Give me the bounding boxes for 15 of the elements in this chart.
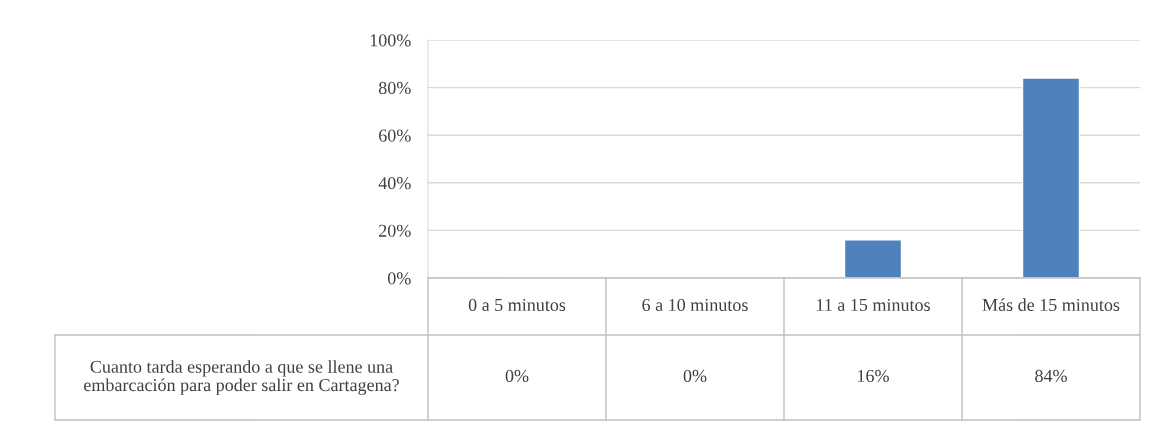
x-tick-label: 11 a 15 minutos xyxy=(817,298,930,312)
data-label: 84% xyxy=(1035,369,1067,383)
y-tick-label: 100% xyxy=(370,34,411,47)
y-tick-label: 20% xyxy=(379,224,411,237)
y-tick-label: 60% xyxy=(379,129,411,142)
data-label: 0% xyxy=(683,369,707,383)
y-tick-label: 80% xyxy=(378,81,411,95)
y-tick-label: 0% xyxy=(387,272,411,285)
data-label: 0% xyxy=(505,369,529,383)
x-tick-label: Más de 15 minutos xyxy=(982,298,1120,312)
text: Cuanto tarda esperando a que se llene una embarcación para poder salir en Cartagena? xyxy=(84,360,399,395)
x-tick-label: 6 a 10 minutos xyxy=(642,298,748,312)
x-tick-label: 0 a 5 minutos xyxy=(468,298,566,312)
data-label: 16% xyxy=(858,369,889,383)
y-tick-label: 40% xyxy=(378,177,411,190)
